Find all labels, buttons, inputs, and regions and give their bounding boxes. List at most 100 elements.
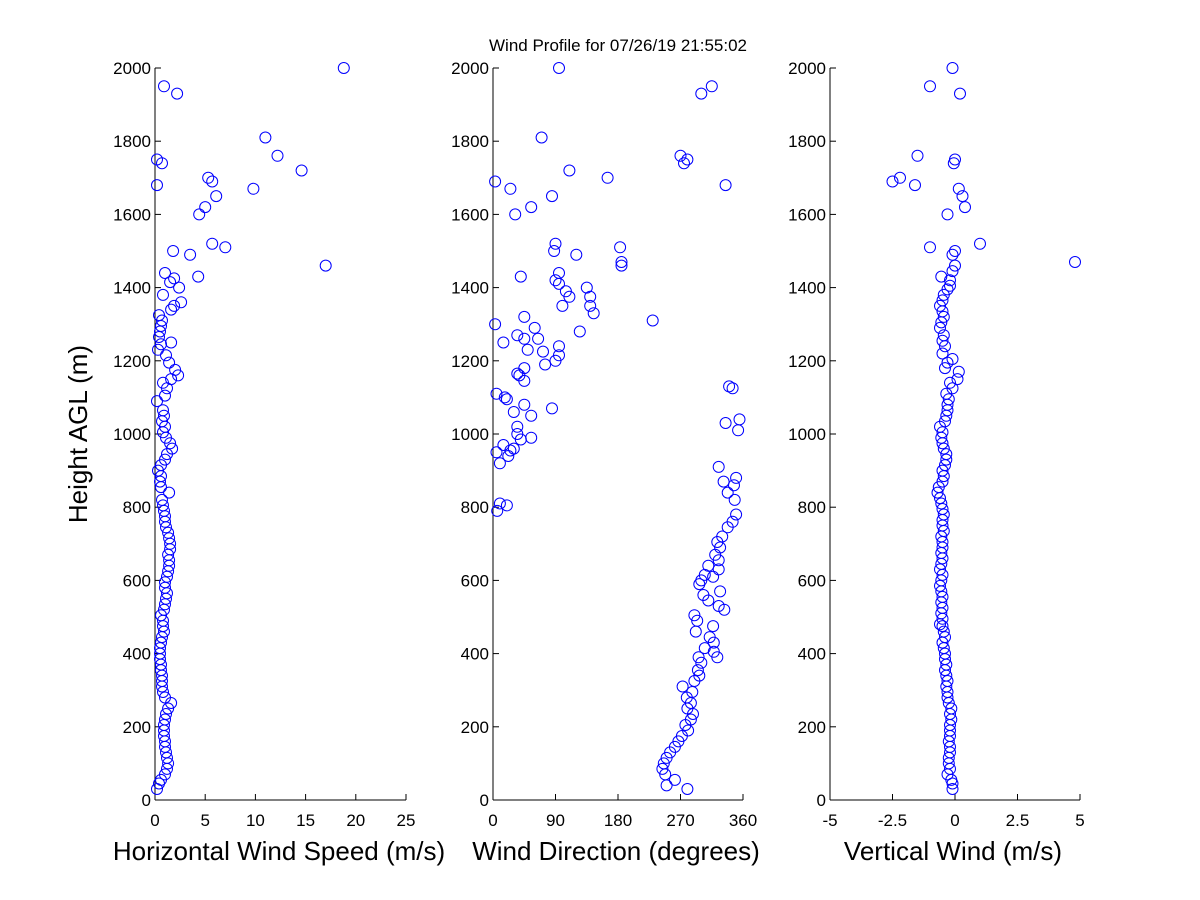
data-point-vertical-wind	[946, 783, 959, 795]
data-point-horizontal-wind-speed	[295, 164, 308, 177]
horizontal-wind-speed-panel: Horizontal Wind Speed (m/s) 020040060080…	[113, 59, 445, 866]
data-point-horizontal-wind-speed	[160, 708, 172, 720]
data-point-wind-direction	[684, 713, 697, 726]
data-point-horizontal-wind-speed	[184, 248, 197, 261]
data-point-vertical-wind	[934, 321, 946, 334]
data-point-vertical-wind	[909, 179, 921, 192]
data-point-wind-direction	[691, 664, 704, 677]
y-tick-label-vertical-wind: 800	[798, 498, 826, 517]
data-point-wind-direction	[689, 625, 702, 638]
data-point-wind-direction	[733, 413, 746, 426]
y-tick-label-vertical-wind: 1200	[788, 352, 826, 371]
data-point-vertical-wind	[934, 299, 946, 312]
data-point-vertical-wind	[941, 283, 954, 296]
data-point-wind-direction	[703, 631, 716, 644]
data-point-horizontal-wind-speed	[169, 363, 182, 376]
data-point-vertical-wind	[937, 625, 950, 638]
data-point-wind-direction	[681, 153, 694, 166]
data-point-vertical-wind	[937, 329, 950, 342]
data-point-wind-direction	[525, 201, 538, 214]
data-point-vertical-wind	[936, 294, 949, 307]
data-point-horizontal-wind-speed	[206, 237, 219, 250]
data-point-wind-direction	[702, 559, 715, 572]
data-point-horizontal-wind-speed	[158, 80, 170, 93]
data-point-wind-direction	[678, 157, 690, 170]
data-point-vertical-wind	[944, 274, 956, 287]
data-point-wind-direction	[717, 475, 730, 488]
data-point-wind-direction	[695, 656, 708, 669]
y-tick-label-vertical-wind: 1400	[788, 279, 826, 298]
data-point-horizontal-wind-speed	[193, 208, 206, 221]
data-point-wind-direction	[546, 190, 558, 203]
x-tick-label-vertical-wind: -5	[822, 811, 837, 830]
y-tick-label-wind-direction: 400	[461, 645, 489, 664]
data-point-vertical-wind	[951, 373, 964, 386]
x-tick-label-wind-direction: 90	[546, 811, 565, 830]
data-point-wind-direction	[507, 406, 520, 418]
data-point-wind-direction	[511, 420, 524, 433]
data-point-vertical-wind	[936, 334, 949, 347]
data-point-vertical-wind	[924, 80, 936, 93]
y-tick-label-horizontal-wind-speed: 200	[123, 718, 151, 737]
data-point-wind-direction	[580, 281, 593, 294]
data-point-horizontal-wind-speed	[157, 376, 169, 389]
data-point-wind-direction	[705, 80, 718, 93]
y-tick-label-horizontal-wind-speed: 800	[123, 498, 151, 517]
x-tick-label-horizontal-wind-speed: 0	[150, 811, 159, 830]
data-point-vertical-wind	[931, 486, 944, 499]
data-point-wind-direction	[615, 256, 628, 268]
data-point-horizontal-wind-speed	[151, 153, 163, 166]
data-point-wind-direction	[732, 424, 745, 437]
y-tick-label-wind-direction: 2000	[451, 59, 489, 78]
data-point-vertical-wind	[939, 362, 951, 375]
data-point-vertical-wind	[934, 563, 946, 576]
data-point-vertical-wind	[949, 245, 961, 257]
y-tick-label-horizontal-wind-speed: 1600	[113, 205, 151, 224]
data-point-horizontal-wind-speed	[259, 131, 272, 144]
data-point-vertical-wind	[944, 376, 956, 389]
data-point-wind-direction	[532, 332, 545, 345]
data-point-wind-direction	[723, 380, 736, 393]
data-point-wind-direction	[521, 343, 534, 356]
data-point-vertical-wind	[946, 353, 959, 365]
data-point-wind-direction	[497, 336, 510, 349]
data-point-wind-direction	[498, 391, 511, 404]
data-point-horizontal-wind-speed	[160, 349, 172, 362]
data-point-wind-direction	[657, 757, 670, 770]
y-axis-label: Height AGL (m)	[63, 345, 93, 523]
x-tick-label-wind-direction: 360	[729, 811, 757, 830]
y-tick-label-horizontal-wind-speed: 1000	[113, 425, 151, 444]
x-tick-label-wind-direction: 270	[666, 811, 694, 830]
data-point-horizontal-wind-speed	[165, 303, 178, 316]
x-tick-label-horizontal-wind-speed: 5	[200, 811, 209, 830]
x-tick-label-horizontal-wind-speed: 10	[246, 811, 265, 830]
data-point-vertical-wind	[944, 279, 956, 292]
data-point-vertical-wind	[939, 647, 951, 660]
x-tick-label-horizontal-wind-speed: 25	[397, 811, 416, 830]
data-point-wind-direction	[548, 245, 561, 257]
data-point-horizontal-wind-speed	[159, 768, 171, 781]
data-point-vertical-wind	[924, 241, 936, 254]
data-point-horizontal-wind-speed	[173, 281, 186, 294]
y-tick-label-wind-direction: 1800	[451, 132, 489, 151]
data-point-horizontal-wind-speed	[159, 389, 171, 402]
data-point-wind-direction	[489, 175, 502, 188]
data-point-vertical-wind	[952, 182, 965, 195]
data-point-wind-direction	[688, 609, 701, 622]
y-tick-label-wind-direction: 1400	[451, 279, 489, 298]
data-point-horizontal-wind-speed	[158, 409, 170, 422]
data-point-wind-direction	[556, 299, 569, 312]
data-point-vertical-wind	[946, 62, 959, 74]
x-tick-label-wind-direction: 180	[604, 811, 632, 830]
data-point-vertical-wind	[934, 579, 946, 592]
data-point-wind-direction	[587, 307, 600, 320]
data-point-horizontal-wind-speed	[157, 499, 169, 512]
data-point-horizontal-wind-speed	[175, 296, 188, 309]
data-point-wind-direction	[518, 310, 531, 323]
data-point-horizontal-wind-speed	[163, 486, 176, 499]
data-point-wind-direction	[553, 267, 565, 279]
data-point-horizontal-wind-speed	[166, 442, 179, 455]
data-point-horizontal-wind-speed	[219, 241, 232, 254]
data-point-horizontal-wind-speed	[319, 259, 332, 272]
